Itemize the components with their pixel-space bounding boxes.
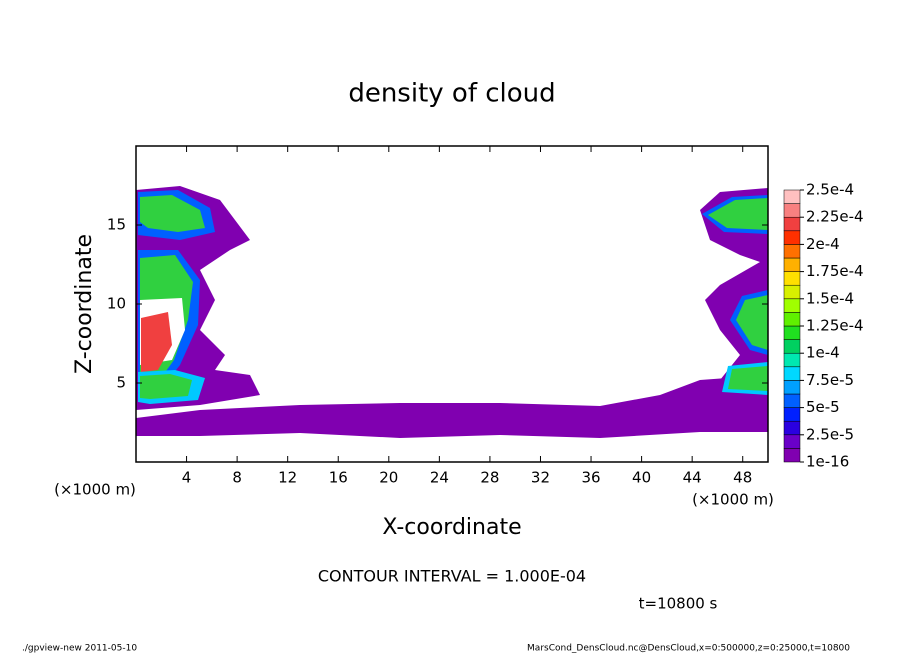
footer: MarsCond_DensCloud.nc@DensCloud,x=0:5000… [527,644,850,654]
colorbar-box [783,312,801,327]
colorbar-box [783,298,801,313]
colorbar-box [783,434,801,449]
x-tick-label: 16 [329,469,348,487]
contour-field [136,186,768,438]
x-tick-label: 48 [733,469,752,487]
y-tick-label: 10 [107,295,126,313]
annotation: t=10800 s [639,595,718,613]
colorbar-tick-label: 2.5e-4 [806,181,854,199]
x-tick-label: 32 [531,469,550,487]
colorbar-tick-label: 5e-5 [806,398,840,416]
chart-title: density of cloud [348,79,555,109]
colorbar-box [783,284,801,300]
x-tick-label: 12 [278,469,297,487]
x-tick-label: 36 [581,469,600,487]
x-unit: (×1000 m) [692,491,774,509]
colorbar-box [783,380,801,395]
colorbar-tick-label: 2.5e-5 [806,425,854,443]
x-tick-label: 28 [480,469,499,487]
annotation: CONTOUR INTERVAL = 1.000E-04 [318,567,586,586]
x-axis-label: X-coordinate [382,515,521,540]
colorbar-box [783,230,801,245]
colorbar-tick-label: 2e-4 [806,235,840,253]
y-axis-label: Z-coordinate [72,234,97,374]
colorbar-box [783,203,801,218]
colorbar-box [783,393,801,408]
colorbar-tick-label: 1e-4 [806,344,840,362]
x-tick-label: 44 [683,469,702,487]
colorbar-box [783,271,801,286]
colorbar-box [783,448,801,463]
x-tick-label: 40 [632,469,651,487]
colorbar-tick-label: 2.25e-4 [806,208,864,226]
x-tick-label: 24 [430,469,449,487]
colorbar-tick-label: 1e-16 [806,453,849,471]
colorbar-box [783,420,801,436]
x-tick-label: 20 [379,469,398,487]
colorbar-box [783,366,801,381]
colorbar-box [783,339,801,354]
colorbar-box [783,352,801,368]
colorbar-tick-label: 1.25e-4 [806,317,864,335]
x-tick-label: 8 [232,469,242,487]
colorbar-box [783,257,801,272]
colorbar-box [783,216,801,232]
footer: ./gpview-new 2011-05-10 [22,644,137,654]
colorbar-tick-label: 7.5e-5 [806,371,854,389]
colorbar-box [783,325,801,340]
colorbar-box [783,189,801,204]
y-tick-label: 15 [107,216,126,234]
colorbar-tick-label: 1.5e-4 [806,289,854,307]
y-tick-label: 5 [116,374,126,392]
colorbar-box [783,407,801,422]
x-tick-label: 4 [182,469,192,487]
y-unit: (×1000 m) [54,481,136,499]
colorbar-box [783,244,801,259]
colorbar-tick-label: 1.75e-4 [806,262,864,280]
